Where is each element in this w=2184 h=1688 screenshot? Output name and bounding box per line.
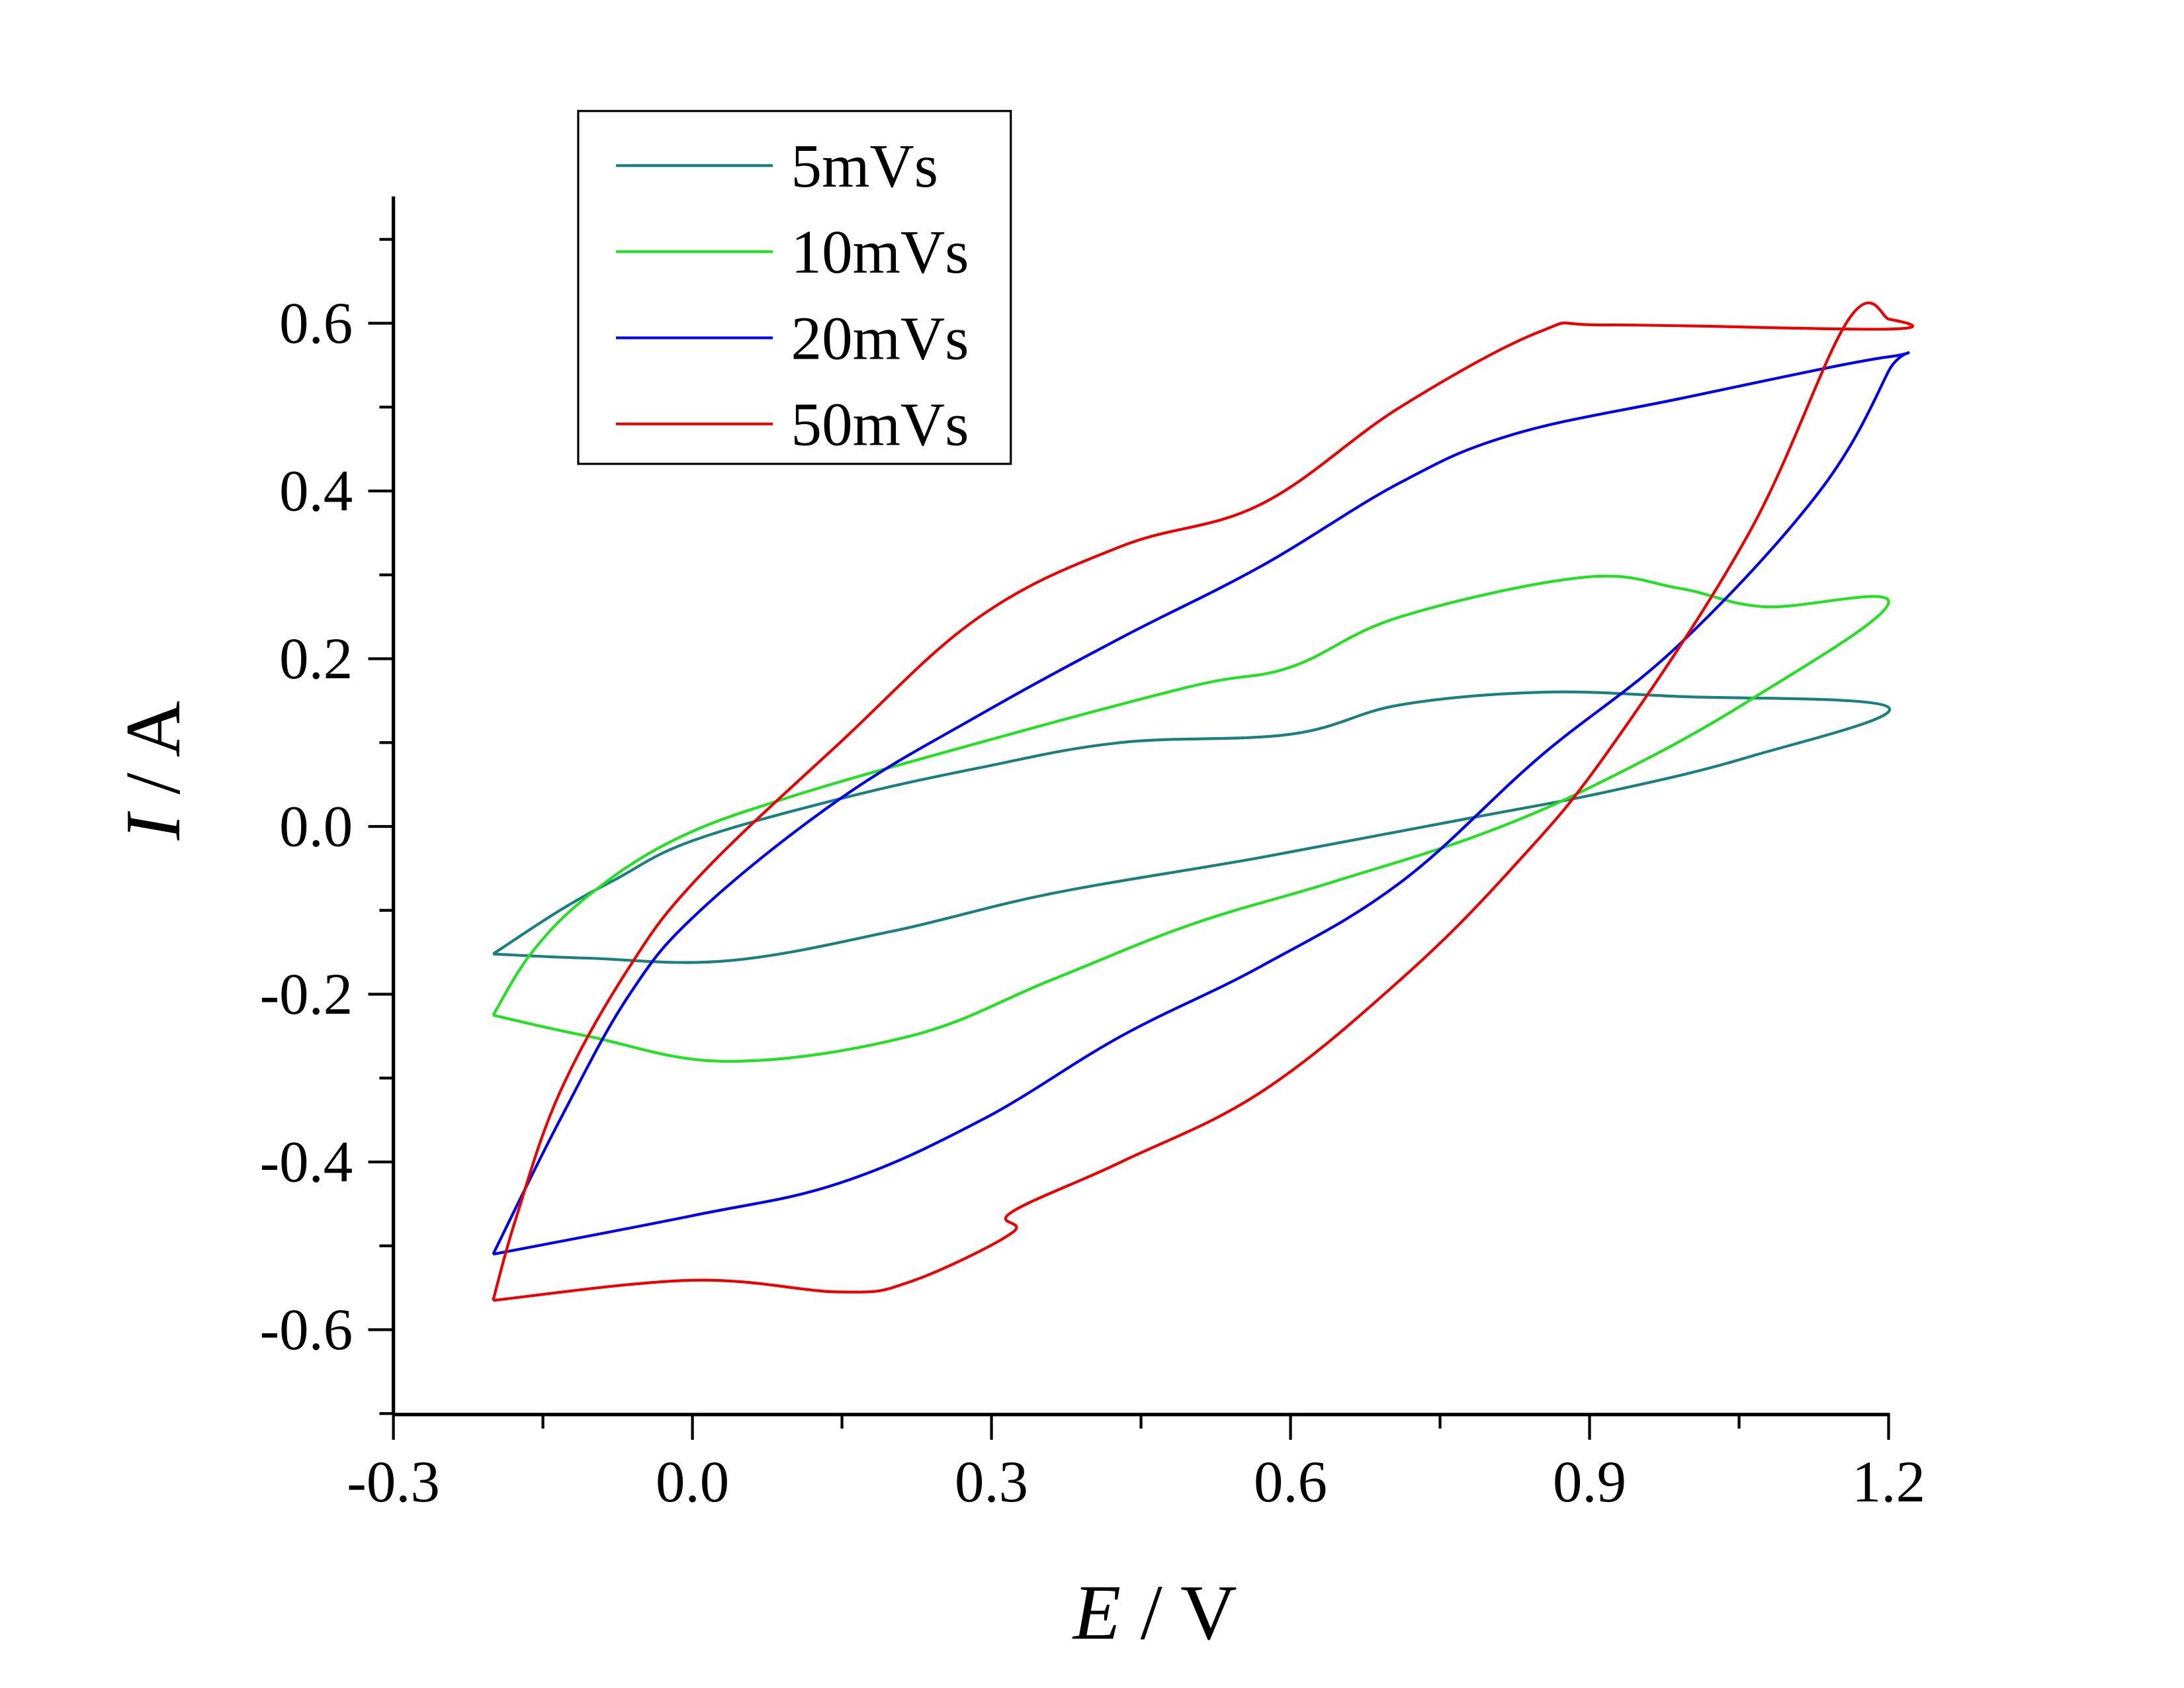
x-tick-label: 0.3 [955, 1450, 1028, 1515]
x-axis-label: E / V [1072, 1568, 1237, 1656]
y-tick-label: -0.2 [260, 962, 353, 1027]
legend: 5mVs 10mVs 20mVs 50mVs [577, 110, 1012, 465]
legend-label: 10mVs [791, 218, 969, 287]
x-tick-label: 0.6 [1254, 1450, 1327, 1515]
series-line-10mVs [492, 574, 1890, 1063]
x-tick-label: 1.2 [1852, 1450, 1925, 1515]
legend-box [577, 110, 1012, 465]
y-axis-label: I / A [109, 701, 197, 841]
legend-label: 50mVs [791, 390, 969, 459]
ticks: -0.3 0.0 0.3 0.6 0.9 1.2 -0.6 -0.4 -0.2 0.0 0.2 0.4… [260, 238, 1925, 1515]
series-line-50mVs [492, 301, 1914, 1302]
x-tick-label: 0.9 [1553, 1450, 1626, 1515]
legend-label: 5mVs [791, 132, 938, 200]
y-tick-label: 0.4 [279, 459, 353, 524]
y-tick-label: -0.6 [260, 1298, 353, 1362]
legend-label: 20mVs [791, 304, 969, 373]
plot-curves [492, 301, 1914, 1302]
series-line-20mVs [492, 351, 1910, 1256]
y-tick-label: 0.6 [279, 291, 353, 356]
x-tick-label: 0.0 [656, 1450, 729, 1515]
y-tick-label: 0.2 [279, 627, 353, 691]
y-tick-label: 0.0 [279, 795, 353, 860]
y-tick-label: -0.4 [260, 1130, 353, 1195]
x-tick-label: -0.3 [347, 1450, 440, 1515]
